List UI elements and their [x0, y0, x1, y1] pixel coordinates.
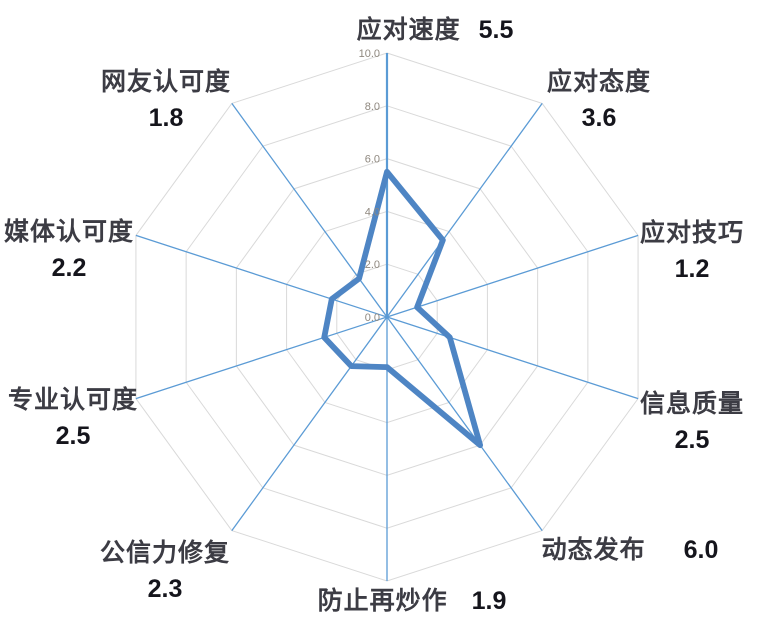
axis-label-prevent-rehype: 防止再炒作 1.9 — [317, 585, 507, 615]
data-series-polygon — [321, 168, 484, 449]
category-value: 1.9 — [471, 586, 507, 615]
category-value: 5.5 — [478, 15, 514, 44]
category-value: 1.8 — [148, 104, 184, 133]
axis-label-netizen-recognition: 网友认可度 1.8 — [100, 66, 232, 133]
axis-label-response-attitude: 应对态度 3.6 — [546, 66, 652, 133]
axis-spoke-7 — [135, 316, 388, 400]
category-name: 网友认可度 — [100, 66, 232, 96]
axis-label-professional-recognition: 专业认可度 2.5 — [7, 384, 139, 451]
radial-tick-label: 2.0 — [365, 259, 380, 271]
category-name: 应对速度 — [356, 14, 461, 44]
axis-label-response-skill: 应对技巧 1.2 — [639, 217, 745, 284]
category-name: 应对技巧 — [639, 217, 745, 247]
axis-spoke-4 — [386, 316, 543, 531]
axis-label-credibility-repair: 公信力修复 2.3 — [99, 537, 231, 604]
radial-tick-label: 6.0 — [365, 154, 380, 166]
axis-spoke-2 — [386, 234, 639, 318]
axis-spoke-3 — [386, 316, 639, 400]
radial-tick-label: 10.0 — [359, 48, 380, 60]
axis-label-information-quality: 信息质量 2.5 — [639, 388, 745, 455]
radial-tick-label: 0.0 — [365, 312, 380, 324]
category-name: 媒体认可度 — [3, 216, 135, 246]
category-value: 2.5 — [55, 422, 91, 451]
axis-spoke-9 — [231, 103, 388, 318]
category-name: 动态发布 — [541, 534, 646, 564]
axis-label-media-recognition: 媒体认可度 2.2 — [3, 216, 135, 283]
category-value: 6.0 — [683, 535, 719, 564]
category-name: 应对态度 — [546, 66, 652, 96]
radial-tick-label: 8.0 — [365, 101, 380, 113]
category-name: 信息质量 — [639, 388, 745, 418]
category-name: 防止再炒作 — [317, 585, 448, 615]
category-value: 2.3 — [147, 575, 183, 604]
category-name: 公信力修复 — [99, 537, 231, 567]
axis-label-update-release: 动态发布 6.0 — [541, 534, 719, 564]
axis-spoke-8 — [135, 234, 388, 318]
radial-tick-label: 4.0 — [365, 206, 380, 218]
category-value: 3.6 — [581, 104, 617, 133]
category-value: 2.2 — [51, 254, 87, 283]
axis-spoke-1 — [386, 103, 543, 318]
category-name: 专业认可度 — [7, 384, 139, 414]
axis-spoke-6 — [231, 316, 388, 531]
category-value: 1.2 — [674, 255, 710, 284]
axis-label-response-speed: 应对速度 5.5 — [356, 14, 514, 44]
category-value: 2.5 — [674, 426, 710, 455]
